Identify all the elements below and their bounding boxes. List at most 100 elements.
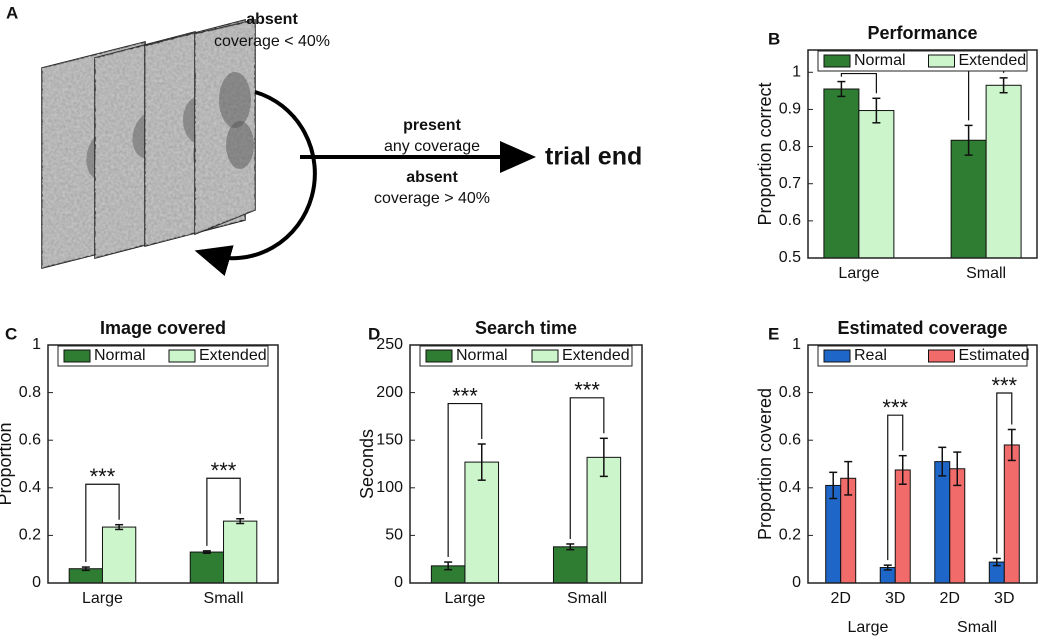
y-tick-label: 0.2 (779, 527, 801, 544)
significance-bracket (887, 414, 904, 561)
legend-label: Normal (854, 52, 906, 69)
legend-swatch (531, 349, 559, 363)
significance-bracket (996, 392, 1013, 554)
panel-label: E (768, 324, 779, 343)
bar (223, 520, 258, 584)
chart: B Performance Proportion correct 0.5 0.6 0.7 0… (755, 23, 1038, 282)
loop-arrow (194, 90, 317, 276)
bar (950, 139, 987, 259)
x-tick-label: 3D (885, 590, 905, 607)
loop-condition: coverage < 40% (214, 33, 330, 50)
error-bar (898, 454, 907, 485)
chart-title: Performance (867, 23, 977, 43)
legend-swatch (168, 349, 196, 363)
error-bar (81, 566, 90, 572)
bar (894, 469, 911, 584)
y-tick-label: 0 (32, 574, 41, 591)
x-tick-label: Small (966, 265, 1006, 282)
significance-bracket (569, 397, 605, 539)
diagram: A (6, 3, 642, 276)
y-tick-label: 1 (792, 336, 801, 353)
significance-bracket (206, 477, 241, 546)
error-bar (992, 557, 1001, 567)
y-axis-label: Seconds (357, 429, 377, 499)
legend-swatch (823, 349, 851, 363)
y-tick-label: 250 (376, 336, 403, 353)
exit-label: absent (406, 169, 458, 186)
legend-swatch (928, 54, 955, 68)
y-tick-label: 1 (32, 336, 41, 353)
x-tick-label: Small (567, 590, 607, 607)
y-axis-label: Proportion (0, 422, 15, 505)
error-bar (566, 543, 575, 551)
axes-box (807, 344, 1038, 584)
y-tick-label: 0.2 (19, 527, 41, 544)
legend-swatch (928, 349, 955, 363)
error-bar (883, 564, 892, 571)
y-tick-label: 1 (792, 64, 801, 81)
y-tick-label: 0.8 (779, 384, 801, 401)
y-tick-label: 0.6 (779, 212, 801, 229)
y-tick-label: 100 (376, 479, 403, 496)
significance-bracket (840, 72, 877, 94)
x-tick-label: 2D (830, 590, 850, 607)
y-tick-label: 50 (385, 527, 403, 544)
significance-label: *** (991, 373, 1017, 398)
y-axis-label: Proportion correct (755, 82, 775, 225)
y-tick-label: 0.8 (19, 384, 41, 401)
legend: Real Estimated (817, 345, 1030, 367)
legend-swatch (823, 54, 851, 68)
chart: E Estimated coverage Proportion covered 0 0.… (755, 318, 1038, 636)
x-tick-label: Large (838, 265, 879, 282)
x-tick-label: 3D (994, 590, 1014, 607)
legend-box (817, 345, 1028, 367)
group-label: Large (848, 619, 889, 636)
panel-label: A (6, 3, 18, 22)
y-tick-label: 0 (792, 574, 801, 591)
bar (934, 461, 951, 584)
error-bar (477, 443, 486, 481)
y-tick-label: 0.8 (779, 138, 801, 155)
chart: C Image covered Proportion 0 0.2 0.4 0.6 0.8 1 **… (0, 318, 279, 607)
axes-box (409, 344, 643, 584)
error-bar (202, 550, 211, 554)
axes-box (807, 49, 1038, 259)
error-bar (236, 517, 245, 525)
error-bar (444, 561, 453, 571)
significance-label: *** (90, 464, 116, 489)
legend-label: Normal (456, 347, 508, 364)
legend-swatch (63, 349, 91, 363)
x-tick-label: Large (82, 590, 123, 607)
legend-label: Extended (562, 347, 630, 364)
y-tick-label: 0.4 (779, 479, 801, 496)
panel-label: C (5, 324, 17, 343)
error-bar (115, 523, 124, 531)
y-tick-label: 200 (376, 384, 403, 401)
legend-label: Normal (94, 347, 146, 364)
loop-label: absent (246, 11, 298, 28)
exit-condition: coverage > 40% (374, 190, 490, 207)
group-label: Small (957, 619, 997, 636)
significance-bracket (447, 402, 483, 558)
significance-label: *** (882, 395, 908, 420)
error-bar (1007, 428, 1016, 462)
legend: Normal Extended (419, 345, 633, 367)
significance-label: *** (452, 383, 478, 408)
error-bar (938, 446, 947, 477)
legend-box (817, 50, 1028, 72)
error-bar (829, 471, 838, 500)
exit-label: present (403, 117, 461, 134)
significance-label: *** (574, 378, 600, 403)
legend-label: Real (854, 347, 887, 364)
panel-label: D (368, 324, 380, 343)
y-tick-label: 0.6 (19, 431, 41, 448)
x-tick-label: Small (204, 590, 244, 607)
bar (823, 88, 860, 259)
chart-title: Estimated coverage (837, 318, 1007, 338)
bar (101, 526, 137, 584)
y-tick-label: 0.5 (779, 249, 801, 266)
significance-bracket (85, 483, 120, 563)
panel-label: B (768, 29, 780, 48)
y-tick-label: 150 (376, 431, 403, 448)
